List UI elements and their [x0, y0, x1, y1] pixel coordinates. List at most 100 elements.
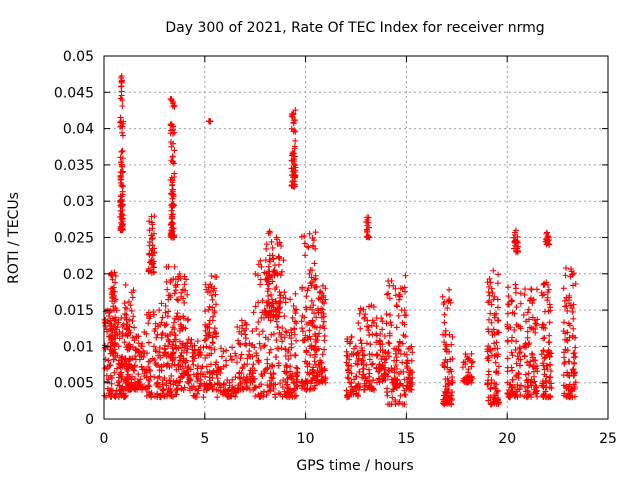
data-point: [258, 314, 265, 321]
data-point: [564, 307, 571, 314]
data-point: [104, 363, 111, 370]
data-point: [561, 360, 568, 367]
data-point: [527, 358, 534, 365]
data-point: [348, 363, 355, 370]
data-point: [568, 387, 575, 394]
data-point: [255, 261, 262, 268]
data-point: [516, 371, 523, 378]
data-point: [352, 373, 359, 380]
data-point: [357, 325, 364, 332]
data-point: [379, 362, 386, 369]
data-point: [309, 322, 316, 329]
data-point: [146, 251, 153, 258]
data-point: [514, 381, 521, 388]
data-point: [447, 366, 454, 373]
data-point: [486, 297, 493, 304]
data-point: [533, 286, 540, 293]
data-point: [109, 276, 116, 283]
data-point: [391, 377, 398, 384]
data-point: [241, 361, 248, 368]
data-point: [567, 392, 574, 399]
data-point: [280, 257, 287, 264]
data-point: [263, 392, 270, 399]
data-point: [181, 299, 188, 306]
data-point: [485, 326, 492, 333]
data-point: [287, 387, 294, 394]
data-point: [407, 369, 414, 376]
data-point: [228, 356, 235, 363]
data-point: [355, 349, 362, 356]
data-point: [509, 297, 516, 304]
data-point: [442, 389, 449, 396]
data-point: [513, 360, 520, 367]
data-point: [188, 383, 195, 390]
data-point: [169, 204, 176, 211]
data-point: [177, 321, 184, 328]
data-point: [261, 343, 268, 350]
data-point: [288, 326, 294, 333]
data-point: [487, 310, 494, 317]
data-point: [561, 392, 568, 399]
data-point: [343, 359, 350, 366]
data-point: [166, 364, 173, 371]
data-point: [169, 179, 176, 186]
data-point: [488, 401, 495, 408]
data-point: [108, 321, 115, 328]
data-point: [262, 257, 269, 264]
data-point: [140, 354, 147, 361]
data-point: [191, 355, 198, 362]
y-tick-label: 0.015: [54, 303, 94, 319]
data-point: [385, 339, 392, 346]
data-point: [317, 296, 324, 303]
data-point: [487, 394, 494, 401]
data-point: [567, 273, 574, 280]
data-point: [505, 301, 512, 308]
y-tick-label: 0.03: [63, 194, 94, 210]
data-point: [485, 342, 492, 349]
data-point: [495, 271, 502, 278]
data-point: [234, 324, 241, 331]
data-point: [135, 340, 142, 347]
data-point: [307, 352, 314, 359]
data-point: [197, 376, 204, 383]
data-point: [273, 234, 280, 241]
data-point: [233, 390, 240, 397]
data-point: [397, 380, 404, 387]
data-point: [547, 374, 554, 381]
data-point: [145, 265, 152, 272]
data-point: [167, 389, 174, 396]
data-point: [121, 314, 128, 321]
data-point: [149, 355, 156, 362]
data-point: [376, 364, 383, 371]
data-point: [533, 387, 540, 394]
data-point: [404, 357, 411, 364]
data-point: [545, 308, 552, 315]
data-point: [176, 327, 183, 334]
data-point: [505, 284, 512, 291]
data-point: [514, 353, 521, 360]
data-point: [203, 363, 210, 370]
data-point: [510, 384, 517, 391]
data-point: [215, 387, 222, 394]
data-point: [440, 396, 447, 403]
data-point: [264, 288, 271, 295]
data-point: [107, 394, 114, 401]
y-tick-label: 0.045: [54, 85, 94, 101]
data-point: [283, 369, 290, 376]
data-point: [511, 238, 518, 245]
data-point: [547, 304, 554, 311]
data-point: [127, 329, 134, 336]
data-point: [363, 340, 370, 347]
data-point: [307, 385, 314, 392]
data-point: [118, 361, 125, 368]
data-point: [292, 164, 299, 171]
data-point: [209, 317, 216, 324]
data-point: [152, 346, 159, 353]
data-point: [123, 324, 130, 331]
data-point: [207, 281, 214, 288]
data-point: [522, 340, 529, 347]
data-point: [175, 362, 182, 369]
data-point: [292, 137, 299, 144]
data-point: [177, 378, 184, 385]
data-point: [359, 357, 366, 364]
